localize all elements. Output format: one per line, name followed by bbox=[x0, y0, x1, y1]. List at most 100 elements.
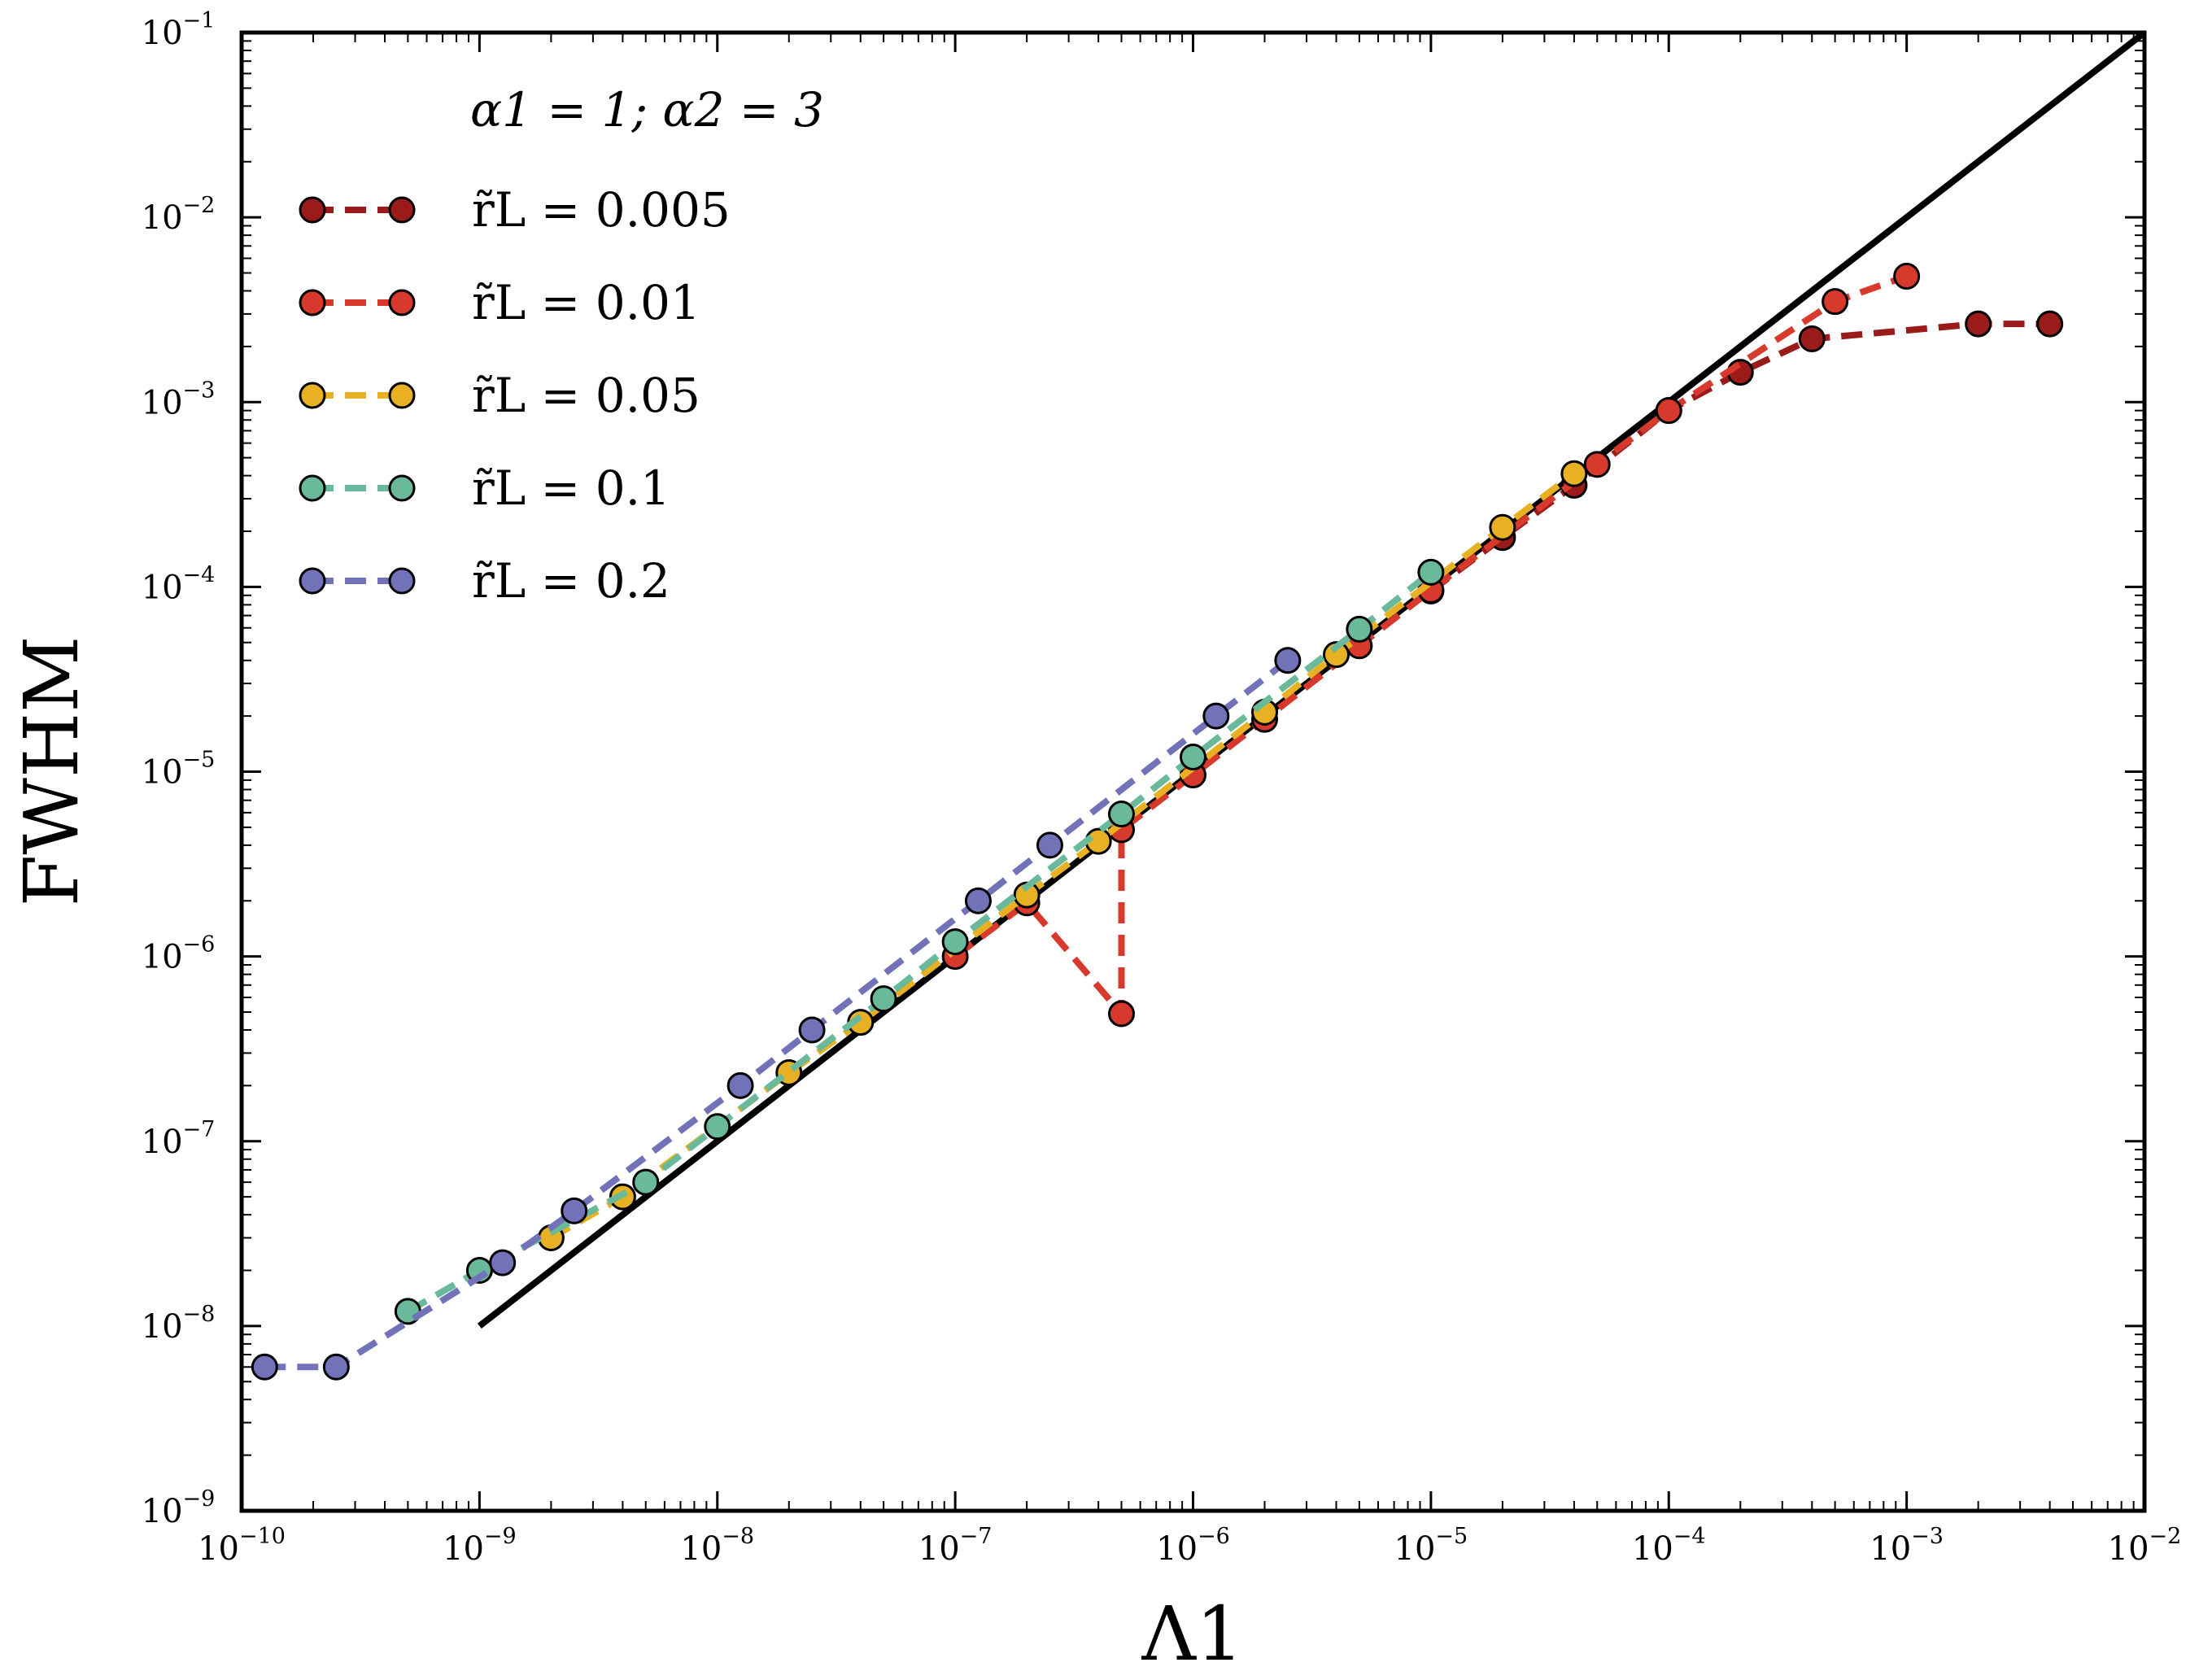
y-tick-exponent: −2 bbox=[183, 193, 216, 218]
data-point bbox=[726, 1071, 754, 1099]
x-tick-exponent: −6 bbox=[1198, 1524, 1230, 1549]
x-tick-base: 10 bbox=[1394, 1530, 1436, 1568]
y-tick-label: 10−4 bbox=[142, 562, 216, 606]
data-point bbox=[1489, 513, 1516, 541]
data-point bbox=[1417, 558, 1445, 586]
y-axis-title: FWHM bbox=[8, 636, 95, 907]
data-point bbox=[1036, 831, 1063, 859]
legend-marker bbox=[299, 289, 326, 316]
data-point bbox=[870, 985, 897, 1013]
legend-label: r̃L = 0.2 bbox=[472, 553, 670, 609]
y-tick-exponent: −7 bbox=[183, 1117, 216, 1142]
y-tick-exponent: −8 bbox=[183, 1302, 216, 1327]
y-tick-exponent: −6 bbox=[183, 932, 216, 958]
y-tick-label: 10−6 bbox=[142, 932, 216, 976]
series-4 bbox=[394, 558, 1445, 1325]
y-tick-label: 10−2 bbox=[142, 193, 216, 237]
y-tick-exponent: −5 bbox=[183, 748, 216, 773]
legend-item: r̃L = 0.01 bbox=[299, 275, 700, 330]
data-point bbox=[964, 887, 992, 914]
x-tick-label: 10−6 bbox=[1156, 1524, 1230, 1568]
data-point bbox=[1346, 615, 1373, 643]
data-point bbox=[1893, 263, 1921, 290]
y-tick-base: 10 bbox=[142, 939, 183, 976]
data-point bbox=[704, 1113, 731, 1141]
x-tick-label: 10−8 bbox=[680, 1524, 754, 1568]
data-point bbox=[632, 1168, 660, 1196]
y-tick-base: 10 bbox=[142, 569, 183, 606]
legend-marker bbox=[299, 567, 326, 595]
legend-item: r̃L = 0.05 bbox=[299, 368, 700, 423]
series-1 bbox=[1417, 310, 2064, 604]
x-tick-label: 10−2 bbox=[2108, 1524, 2182, 1568]
x-tick-exponent: −8 bbox=[722, 1524, 754, 1549]
data-point bbox=[941, 928, 969, 956]
data-point bbox=[1180, 744, 1206, 771]
x-tick-base: 10 bbox=[1156, 1530, 1198, 1568]
x-tick-base: 10 bbox=[198, 1530, 239, 1568]
y-tick-label: 10−8 bbox=[142, 1302, 216, 1346]
x-tick-label: 10−10 bbox=[198, 1524, 286, 1568]
x-tick-label: 10−3 bbox=[1870, 1524, 1944, 1568]
data-point bbox=[1583, 451, 1611, 478]
y-tick-base: 10 bbox=[142, 1124, 183, 1161]
data-point bbox=[251, 1353, 278, 1381]
legend-label: r̃L = 0.01 bbox=[472, 275, 700, 330]
data-point bbox=[1655, 397, 1682, 425]
legend-item: r̃L = 0.1 bbox=[299, 460, 670, 516]
y-tick-exponent: −1 bbox=[183, 8, 216, 33]
x-tick-base: 10 bbox=[1870, 1530, 1911, 1568]
series-5 bbox=[251, 647, 1302, 1381]
legend-marker bbox=[299, 474, 326, 502]
legend-marker bbox=[299, 382, 326, 409]
y-tick-label: 10−5 bbox=[142, 748, 216, 792]
plot-frame bbox=[239, 30, 2147, 1513]
x-tick-labels: 10−10 10−9 10−8 10−7 10−6 10−5 10−4 10−3 10−2 bbox=[198, 1524, 2181, 1568]
series-line bbox=[406, 569, 1433, 1315]
legend-marker bbox=[388, 382, 416, 409]
y-tick-exponent: −4 bbox=[183, 562, 216, 587]
data-point bbox=[1798, 325, 1826, 352]
legend-label: r̃L = 0.05 bbox=[472, 368, 700, 423]
x-tick-exponent: −4 bbox=[1673, 1524, 1706, 1549]
data-point bbox=[489, 1249, 517, 1276]
y-tick-label: 10−1 bbox=[142, 8, 216, 52]
x-axis-title: Λ1 bbox=[1141, 1591, 1244, 1678]
legend-item: r̃L = 0.005 bbox=[299, 182, 731, 238]
y-tick-labels: 10−910−810−710−610−510−410−310−210−1 bbox=[142, 8, 216, 1530]
legend-marker bbox=[388, 474, 416, 502]
x-tick-exponent: −10 bbox=[239, 1524, 286, 1549]
x-tick-label: 10−7 bbox=[918, 1524, 993, 1568]
legend-item: r̃L = 0.2 bbox=[299, 553, 670, 609]
data-point bbox=[1107, 801, 1135, 828]
y-tick-base: 10 bbox=[142, 15, 183, 52]
x-tick-exponent: −2 bbox=[2149, 1524, 2182, 1549]
legend-marker bbox=[388, 196, 416, 224]
data-point bbox=[561, 1197, 588, 1224]
data-point bbox=[2036, 310, 2064, 338]
x-tick-exponent: −5 bbox=[1435, 1524, 1468, 1549]
x-tick-exponent: −7 bbox=[960, 1524, 993, 1549]
x-tick-label: 10−4 bbox=[1632, 1524, 1706, 1568]
series-line bbox=[264, 657, 1290, 1371]
y-tick-exponent: −3 bbox=[183, 377, 216, 403]
series-layer bbox=[251, 263, 2064, 1381]
y-tick-base: 10 bbox=[142, 384, 183, 421]
x-tick-base: 10 bbox=[680, 1530, 722, 1568]
x-tick-base: 10 bbox=[1632, 1530, 1673, 1568]
x-tick-base: 10 bbox=[443, 1530, 484, 1568]
legend-label: r̃L = 0.005 bbox=[472, 182, 731, 238]
legend-marker bbox=[388, 289, 416, 316]
data-point bbox=[1822, 288, 1849, 316]
legend-marker bbox=[299, 196, 326, 224]
x-tick-exponent: −9 bbox=[484, 1524, 517, 1549]
x-tick-base: 10 bbox=[2108, 1530, 2149, 1568]
y-tick-base: 10 bbox=[142, 754, 183, 792]
y-tick-base: 10 bbox=[142, 199, 183, 237]
legend: α1 = 1; α2 = 3 r̃L = 0.005 r̃L = 0.01 r̃L … bbox=[299, 82, 824, 609]
data-point bbox=[1274, 647, 1302, 674]
legend-label: r̃L = 0.1 bbox=[472, 460, 670, 516]
data-point bbox=[1560, 460, 1588, 487]
data-point bbox=[1202, 702, 1230, 730]
